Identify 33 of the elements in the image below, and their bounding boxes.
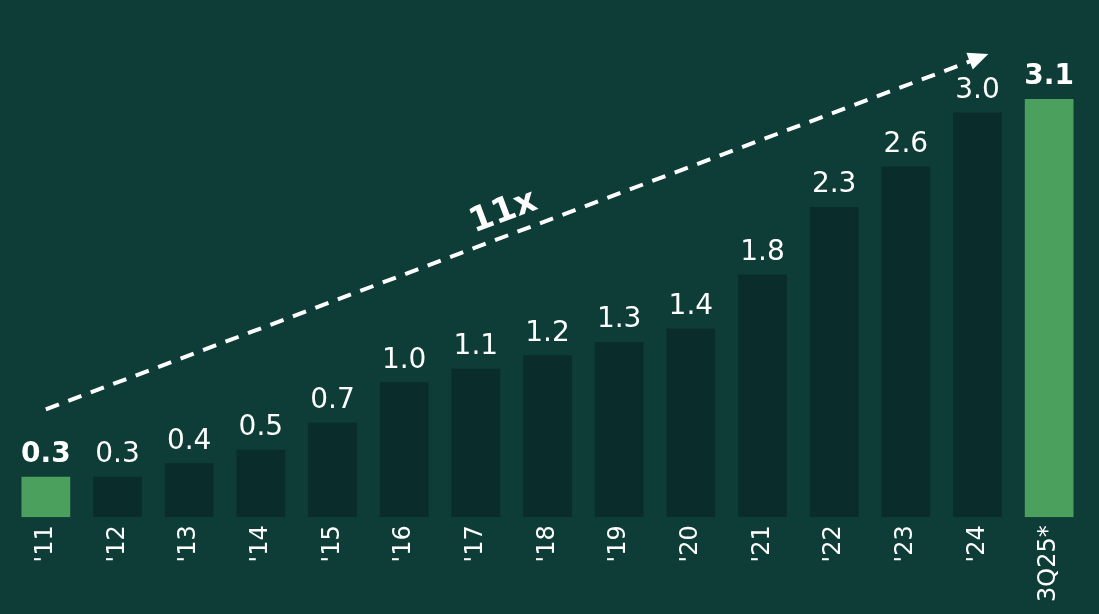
x-tick-label: '15 xyxy=(316,525,345,563)
x-tick-label: '18 xyxy=(531,525,560,563)
data-label: 1.4 xyxy=(668,287,714,321)
data-label: 1.0 xyxy=(381,341,427,375)
x-tick-label: '13 xyxy=(173,525,202,563)
x-tick-label: '11 xyxy=(30,525,59,563)
x-tick-label: '12 xyxy=(101,525,130,563)
x-tick-label: '23 xyxy=(890,525,919,563)
data-label: 3.0 xyxy=(955,71,1000,105)
x-tick-label: '16 xyxy=(388,525,417,563)
x-tick-label: '22 xyxy=(818,525,847,563)
x-tick-label: '20 xyxy=(675,525,704,563)
data-label: 0.4 xyxy=(166,422,212,456)
x-tick-label: '19 xyxy=(603,525,632,563)
data-label: 1.1 xyxy=(453,328,499,362)
data-label: 0.5 xyxy=(238,409,284,443)
x-tick-label: '24 xyxy=(961,525,990,563)
bar xyxy=(1024,98,1074,518)
data-label: 2.3 xyxy=(811,166,857,200)
data-label: 1.2 xyxy=(525,314,570,348)
x-tick-label: '21 xyxy=(746,525,775,563)
x-tick-label: 3Q25* xyxy=(1033,525,1062,602)
x-tick-label: '14 xyxy=(245,525,274,563)
data-label: 1.8 xyxy=(740,233,785,267)
data-label: 0.3 xyxy=(95,436,140,470)
data-label: 0.3 xyxy=(21,436,71,470)
data-label: 1.3 xyxy=(596,301,642,335)
x-tick-label: '17 xyxy=(460,525,489,563)
data-label: 0.7 xyxy=(310,382,355,416)
text: 11x xyxy=(462,178,542,241)
data-label: 3.1 xyxy=(1024,58,1074,92)
data-label: 2.6 xyxy=(883,125,929,159)
bar xyxy=(21,476,71,518)
